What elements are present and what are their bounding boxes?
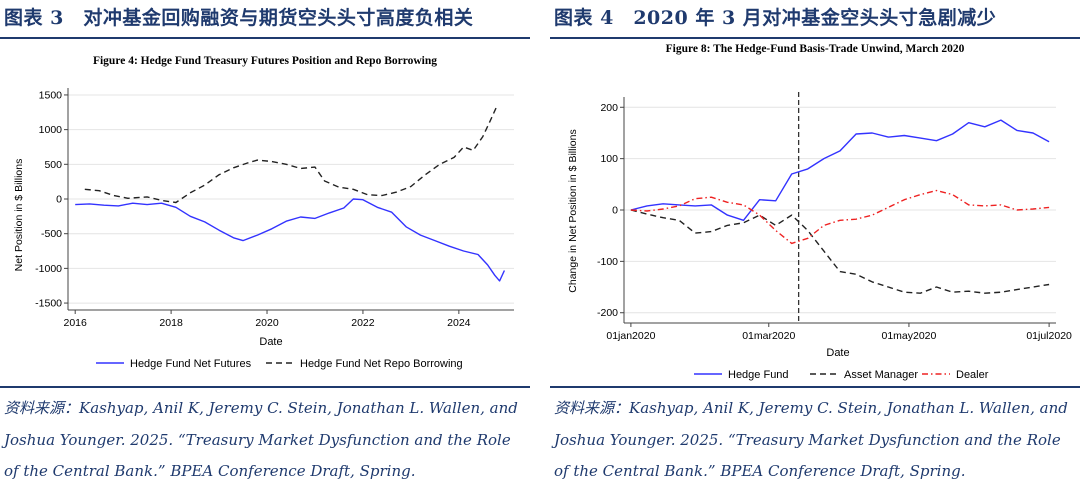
right-figure-heading: 图表 4 2020 年 3 月对冲基金空头头寸急剧减少: [554, 7, 997, 29]
series-line-hedge-fund: [630, 119, 1050, 221]
y-tick-label: -1000: [35, 263, 62, 275]
y-tick-label: -1500: [35, 298, 62, 310]
y-tick-label: 500: [44, 159, 62, 171]
chart-title: Figure 4: Hedge Fund Treasury Futures Po…: [93, 55, 437, 67]
legend-label: Hedge Fund Net Repo Borrowing: [300, 358, 463, 370]
chart-legend: Hedge Fund Asset Manager Dealer: [694, 369, 989, 381]
x-tick-label: 2024: [447, 317, 471, 329]
chart-legend: Hedge Fund Net Futures Hedge Fund Net Rep…: [96, 358, 463, 370]
legend-label: Hedge Fund: [728, 369, 789, 381]
x-tick-label: 01may2020: [881, 330, 936, 342]
y-tick-label: 100: [600, 153, 618, 165]
right-source-note: 资料来源：Kashyap, Anil K, Jeremy C. Stein, J…: [554, 399, 1068, 480]
x-tick-label: 2016: [64, 317, 88, 329]
y-tick-label: -500: [41, 228, 62, 240]
y-axis-label: Net Position in $ Billions: [13, 159, 25, 272]
left-source-rule: [0, 386, 530, 388]
series-line-hedge-fund-net-futures: [75, 198, 506, 282]
left-figure-panel: 图表 3 对冲基金回购融资与期货空头头寸高度负相关 Figure 4: Hedg…: [0, 0, 530, 483]
y-tick-label: 0: [612, 205, 618, 217]
x-tick-label: 2020: [255, 317, 279, 329]
series-line-hedge-fund-net-repo-borrowing: [84, 107, 497, 204]
y-axis-label: Change in Net Position in $ Billions: [567, 129, 579, 292]
x-tick-label: 01jan2020: [606, 330, 655, 342]
legend-label: Hedge Fund Net Futures: [130, 358, 252, 370]
y-tick-label: 1500: [39, 89, 63, 101]
y-tick-label: 0: [56, 194, 62, 206]
right-heading-rule: [550, 37, 1080, 39]
series-line-asset-manager: [630, 209, 1050, 294]
basis-trade-chart: Figure 8: The Hedge-Fund Basis-Trade Unw…: [567, 43, 1072, 381]
y-tick-label: -200: [597, 307, 618, 319]
right-source-rule: [550, 386, 1080, 388]
series-line-dealer: [630, 189, 1050, 245]
legend-label: Dealer: [956, 369, 989, 381]
y-tick-label: 200: [600, 102, 618, 114]
right-figure-panel: 图表 4 2020 年 3 月对冲基金空头头寸急剧减少 Figure 8: Th…: [550, 0, 1080, 483]
y-tick-label: 1000: [39, 124, 63, 136]
y-tick-label: -100: [597, 256, 618, 268]
x-tick-label: 2018: [159, 317, 183, 329]
x-tick-label: 2022: [351, 317, 375, 329]
x-tick-label: 01jul2020: [1026, 330, 1072, 342]
x-tick-label: 01mar2020: [742, 330, 795, 342]
left-figure-heading: 图表 3 对冲基金回购融资与期货空头头寸高度负相关: [4, 7, 474, 29]
futures-repo-chart: Figure 4: Hedge Fund Treasury Futures Po…: [13, 55, 514, 370]
left-heading-rule: [0, 37, 530, 39]
legend-label: Asset Manager: [844, 369, 918, 381]
left-source-note: 资料来源：Kashyap, Anil K, Jeremy C. Stein, J…: [4, 399, 518, 480]
x-axis-label: Date: [826, 347, 849, 359]
chart-title: Figure 8: The Hedge-Fund Basis-Trade Unw…: [666, 43, 965, 55]
x-axis-label: Date: [259, 336, 282, 348]
